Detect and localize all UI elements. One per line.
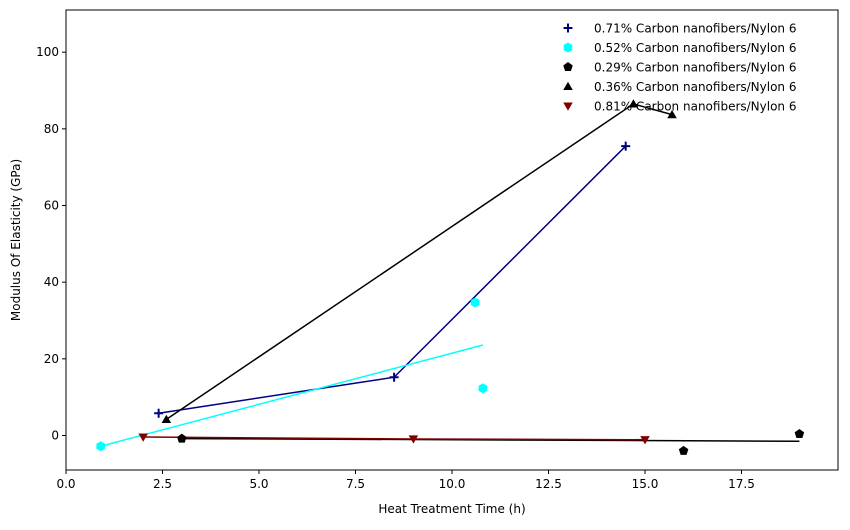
legend-marker-1 bbox=[563, 42, 573, 53]
y-tick-label: 40 bbox=[44, 275, 59, 289]
data-point-s3-p0 bbox=[161, 414, 172, 423]
legend-marker-3 bbox=[563, 81, 573, 91]
data-point-s1-p1 bbox=[470, 297, 480, 308]
x-tick-label: 17.5 bbox=[728, 477, 755, 491]
data-point-s0-p1 bbox=[389, 372, 399, 382]
legend: 0.71% Carbon nanofibers/Nylon 6 0.52% Car… bbox=[563, 22, 796, 114]
data-point-s3-p2 bbox=[667, 109, 677, 119]
data-point-s2-p1 bbox=[678, 445, 689, 455]
data-point-s1-p0 bbox=[96, 441, 106, 452]
y-axis-ticks: 0 20 40 60 80 100 bbox=[36, 45, 66, 443]
legend-label-0: 0.71% Carbon nanofibers/Nylon 6 bbox=[594, 22, 796, 36]
legend-label-1: 0.52% Carbon nanofibers/Nylon 6 bbox=[594, 41, 796, 55]
x-tick-label: 0.0 bbox=[56, 477, 75, 491]
y-tick-label: 20 bbox=[44, 352, 59, 366]
x-tick-label: 15.0 bbox=[632, 477, 659, 491]
x-tick-label: 10.0 bbox=[439, 477, 466, 491]
x-tick-label: 5.0 bbox=[249, 477, 268, 491]
data-point-s4-p1 bbox=[408, 435, 419, 444]
legend-label-3: 0.36% Carbon nanofibers/Nylon 6 bbox=[594, 80, 796, 94]
legend-marker-0 bbox=[563, 23, 573, 33]
series-markers bbox=[96, 99, 805, 455]
legend-label-2: 0.29% Carbon nanofibers/Nylon 6 bbox=[594, 61, 796, 75]
y-tick-label: 0 bbox=[51, 429, 59, 443]
data-point-s3-p1 bbox=[628, 99, 639, 108]
legend-label-4: 0.81% Carbon nanofibers/Nylon 6 bbox=[594, 100, 796, 114]
legend-marker-2 bbox=[563, 62, 573, 72]
data-point-s2-p0 bbox=[177, 433, 187, 443]
series-line-1 bbox=[100, 344, 484, 447]
x-axis-ticks: 0.0 2.5 5.0 7.5 10.0 12.5 15.0 17.5 bbox=[56, 470, 755, 491]
plot-area bbox=[66, 10, 838, 470]
x-tick-label: 2.5 bbox=[153, 477, 172, 491]
x-tick-label: 7.5 bbox=[346, 477, 365, 491]
data-point-s0-p0 bbox=[154, 408, 164, 418]
y-axis-title: Modulus Of Elasticity (GPa) bbox=[9, 159, 23, 321]
data-point-s0-p2 bbox=[621, 141, 631, 151]
data-point-s4-p0 bbox=[138, 433, 148, 442]
x-axis-title: Heat Treatment Time (h) bbox=[378, 502, 525, 516]
data-point-s1-p2 bbox=[478, 383, 488, 394]
y-tick-label: 60 bbox=[44, 199, 59, 213]
legend-marker-4 bbox=[563, 102, 573, 111]
data-point-s4-p2 bbox=[640, 436, 650, 445]
x-tick-label: 12.5 bbox=[535, 477, 562, 491]
data-point-s2-p2 bbox=[794, 428, 805, 439]
y-tick-label: 80 bbox=[44, 122, 59, 136]
y-tick-label: 100 bbox=[36, 45, 59, 59]
